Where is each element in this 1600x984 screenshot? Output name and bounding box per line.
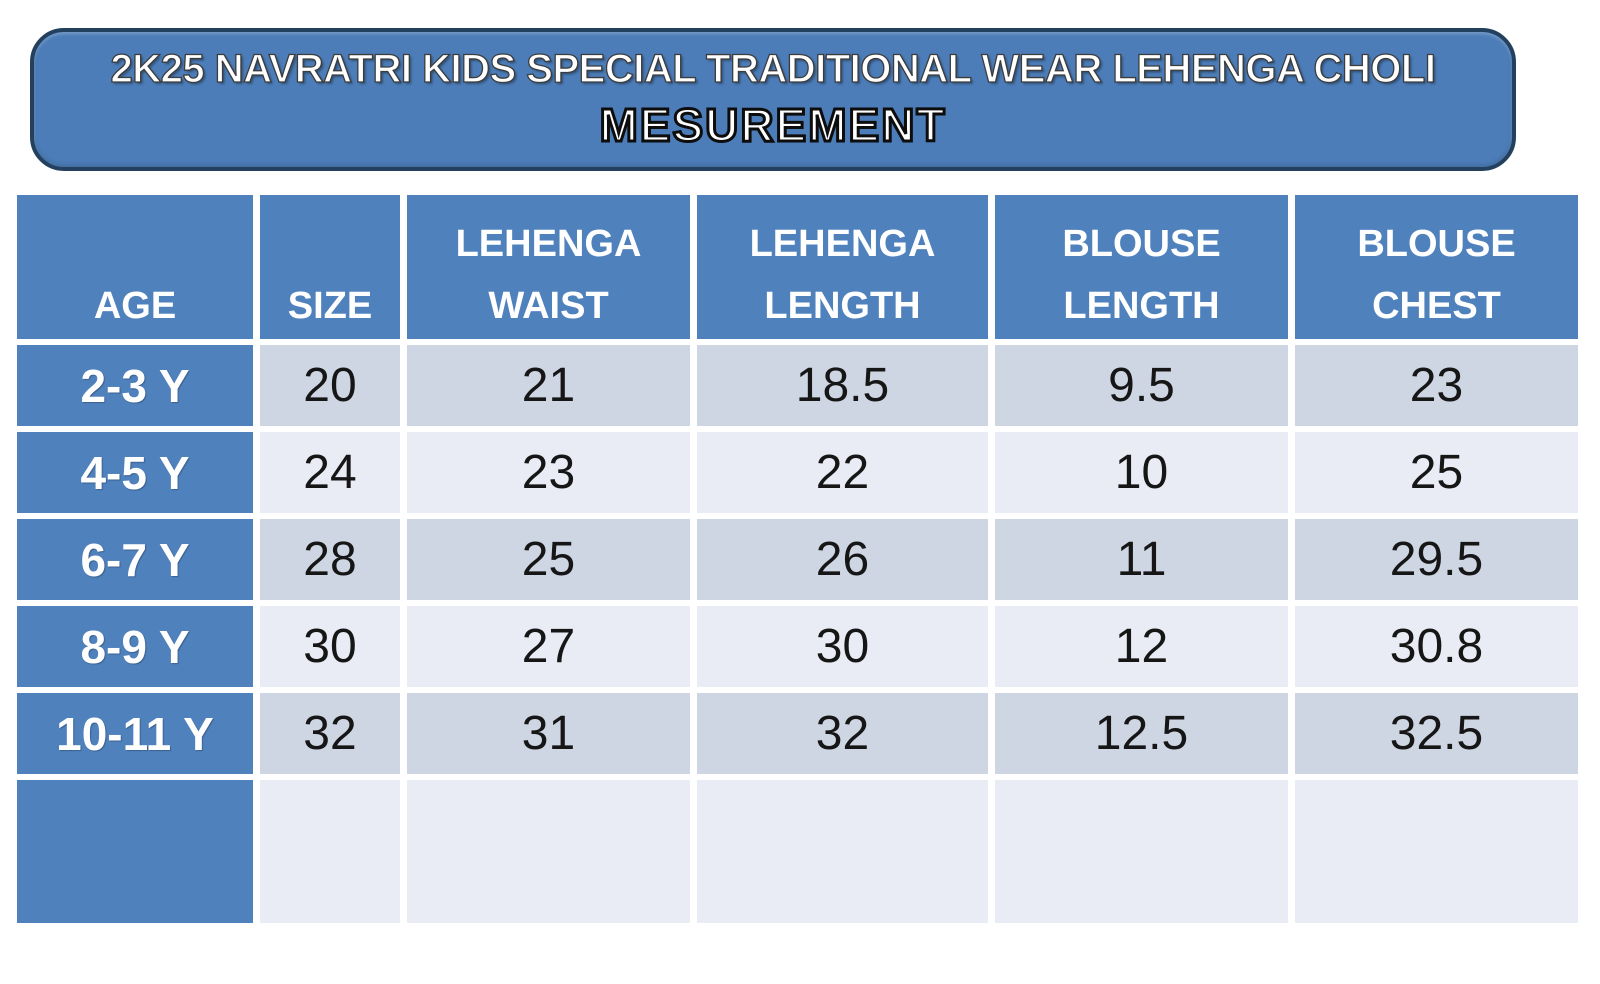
lehenga-length-cell: 26 — [697, 519, 988, 600]
lehenga-waist-cell: 23 — [407, 432, 690, 513]
blouse-chest-cell: 29.5 — [1295, 519, 1578, 600]
blouse-chest-cell-empty — [1295, 780, 1578, 923]
header-cell-lehenga-length: LEHENGA LENGTH — [697, 195, 988, 339]
header-label: SIZE — [287, 285, 373, 328]
header-label-line1: BLOUSE — [1062, 223, 1221, 266]
age-cell: 4-5 Y — [17, 432, 253, 513]
lehenga-length-cell: 32 — [697, 693, 988, 774]
size-cell: 30 — [260, 606, 400, 687]
blouse-chest-cell: 32.5 — [1295, 693, 1578, 774]
lehenga-waist-cell: 31 — [407, 693, 690, 774]
header-label-line2: WAIST — [488, 285, 609, 328]
header-label-line2: CHEST — [1372, 285, 1501, 328]
banner-title: 2K25 NAVRATRI KIDS SPECIAL TRADITIONAL W… — [110, 46, 1437, 91]
lehenga-waist-cell-empty — [407, 780, 690, 923]
age-cell: 8-9 Y — [17, 606, 253, 687]
header-label: AGE — [93, 285, 177, 328]
lehenga-length-cell: 22 — [697, 432, 988, 513]
measurement-table: AGE SIZE LEHENGA WAIST LEHENGA LENGTH BL… — [17, 195, 1578, 923]
header-cell-blouse-chest: BLOUSE CHEST — [1295, 195, 1578, 339]
lehenga-length-cell: 18.5 — [697, 345, 988, 426]
age-cell: 10-11 Y — [17, 693, 253, 774]
lehenga-waist-cell: 25 — [407, 519, 690, 600]
lehenga-waist-cell: 27 — [407, 606, 690, 687]
age-cell: 6-7 Y — [17, 519, 253, 600]
header-label-line1: BLOUSE — [1357, 223, 1516, 266]
size-cell-empty — [260, 780, 400, 923]
header-label-line1: LEHENGA — [749, 223, 936, 266]
header-label-line1: LEHENGA — [455, 223, 642, 266]
size-cell: 32 — [260, 693, 400, 774]
header-cell-age: AGE — [17, 195, 253, 339]
blouse-length-cell: 9.5 — [995, 345, 1288, 426]
title-banner: 2K25 NAVRATRI KIDS SPECIAL TRADITIONAL W… — [30, 28, 1516, 171]
age-cell-empty — [17, 780, 253, 923]
blouse-length-cell: 12.5 — [995, 693, 1288, 774]
blouse-length-cell: 12 — [995, 606, 1288, 687]
header-label-line2: LENGTH — [1063, 285, 1220, 328]
header-cell-size: SIZE — [260, 195, 400, 339]
lehenga-waist-cell: 21 — [407, 345, 690, 426]
header-cell-lehenga-waist: LEHENGA WAIST — [407, 195, 690, 339]
header-label-line2: LENGTH — [764, 285, 921, 328]
size-cell: 20 — [260, 345, 400, 426]
header-cell-blouse-length: BLOUSE LENGTH — [995, 195, 1288, 339]
blouse-length-cell: 10 — [995, 432, 1288, 513]
age-cell: 2-3 Y — [17, 345, 253, 426]
blouse-chest-cell: 30.8 — [1295, 606, 1578, 687]
lehenga-length-cell-empty — [697, 780, 988, 923]
size-cell: 28 — [260, 519, 400, 600]
blouse-chest-cell: 23 — [1295, 345, 1578, 426]
blouse-length-cell-empty — [995, 780, 1288, 923]
banner-subtitle: MESUREMENT — [598, 98, 947, 153]
blouse-length-cell: 11 — [995, 519, 1288, 600]
lehenga-length-cell: 30 — [697, 606, 988, 687]
blouse-chest-cell: 25 — [1295, 432, 1578, 513]
size-cell: 24 — [260, 432, 400, 513]
